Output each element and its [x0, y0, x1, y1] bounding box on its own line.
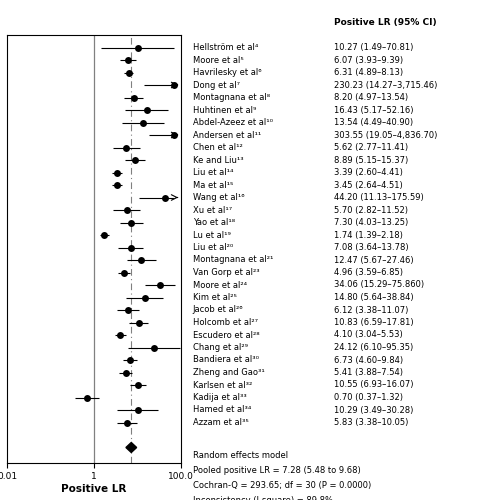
Text: Azzam et al³⁵: Azzam et al³⁵: [193, 418, 248, 427]
Text: Moore et al²⁴: Moore et al²⁴: [193, 280, 247, 289]
Text: Holcomb et al²⁷: Holcomb et al²⁷: [193, 318, 258, 327]
Text: Van Gorp et al²³: Van Gorp et al²³: [193, 268, 260, 277]
Text: 10.83 (6.59–17.81): 10.83 (6.59–17.81): [334, 318, 414, 327]
Text: Bandiera et al³⁰: Bandiera et al³⁰: [193, 356, 259, 364]
Text: 6.12 (3.38–11.07): 6.12 (3.38–11.07): [334, 306, 408, 314]
Text: 7.08 (3.64–13.78): 7.08 (3.64–13.78): [334, 243, 409, 252]
Text: 5.41 (3.88–7.54): 5.41 (3.88–7.54): [334, 368, 403, 377]
Text: Montagnana et al⁸: Montagnana et al⁸: [193, 93, 270, 102]
Text: 44.20 (11.13–175.59): 44.20 (11.13–175.59): [334, 193, 424, 202]
Text: Xu et al¹⁷: Xu et al¹⁷: [193, 206, 232, 214]
Text: Liu et al¹⁴: Liu et al¹⁴: [193, 168, 233, 177]
X-axis label: Positive LR: Positive LR: [61, 484, 126, 494]
Text: 0.70 (0.37–1.32): 0.70 (0.37–1.32): [334, 393, 403, 402]
Polygon shape: [126, 442, 137, 452]
Text: 3.39 (2.60–4.41): 3.39 (2.60–4.41): [334, 168, 403, 177]
Text: Karlsen et al³²: Karlsen et al³²: [193, 380, 252, 390]
Text: 5.62 (2.77–11.41): 5.62 (2.77–11.41): [334, 143, 408, 152]
Text: Havrilesky et al⁶: Havrilesky et al⁶: [193, 68, 262, 77]
Text: 8.20 (4.97–13.54): 8.20 (4.97–13.54): [334, 93, 408, 102]
Text: Abdel-Azeez et al¹⁰: Abdel-Azeez et al¹⁰: [193, 118, 273, 127]
Text: 12.47 (5.67–27.46): 12.47 (5.67–27.46): [334, 256, 414, 264]
Text: 303.55 (19.05–4,836.70): 303.55 (19.05–4,836.70): [334, 130, 438, 140]
Text: Cochran-Q = 293.65; df = 30 (P = 0.0000): Cochran-Q = 293.65; df = 30 (P = 0.0000): [193, 481, 371, 490]
Text: Zheng and Gao³¹: Zheng and Gao³¹: [193, 368, 264, 377]
Text: Jacob et al²⁶: Jacob et al²⁶: [193, 306, 244, 314]
Text: Ke and Liu¹³: Ke and Liu¹³: [193, 156, 244, 164]
Text: 13.54 (4.49–40.90): 13.54 (4.49–40.90): [334, 118, 413, 127]
Text: Dong et al⁷: Dong et al⁷: [193, 80, 240, 90]
Text: Random effects model: Random effects model: [193, 451, 288, 460]
Text: Hamed et al³⁴: Hamed et al³⁴: [193, 406, 251, 414]
Text: Moore et al⁵: Moore et al⁵: [193, 56, 244, 64]
Text: 6.07 (3.93–9.39): 6.07 (3.93–9.39): [334, 56, 404, 64]
Text: 4.10 (3.04–5.53): 4.10 (3.04–5.53): [334, 330, 403, 340]
Text: 34.06 (15.29–75.860): 34.06 (15.29–75.860): [334, 280, 425, 289]
Text: Ma et al¹⁵: Ma et al¹⁵: [193, 180, 233, 190]
Text: 10.29 (3.49–30.28): 10.29 (3.49–30.28): [334, 406, 414, 414]
Text: Huhtinen et al⁹: Huhtinen et al⁹: [193, 106, 256, 114]
Text: Escudero et al²⁸: Escudero et al²⁸: [193, 330, 260, 340]
Text: Pooled positive LR = 7.28 (5.48 to 9.68): Pooled positive LR = 7.28 (5.48 to 9.68): [193, 466, 361, 475]
Text: 8.89 (5.15–15.37): 8.89 (5.15–15.37): [334, 156, 408, 164]
Text: 14.80 (5.64–38.84): 14.80 (5.64–38.84): [334, 293, 414, 302]
Text: 4.96 (3.59–6.85): 4.96 (3.59–6.85): [334, 268, 403, 277]
Text: 5.83 (3.38–10.05): 5.83 (3.38–10.05): [334, 418, 408, 427]
Text: Chang et al²⁹: Chang et al²⁹: [193, 343, 248, 352]
Text: Yao et al¹⁸: Yao et al¹⁸: [193, 218, 235, 227]
Text: Lu et al¹⁹: Lu et al¹⁹: [193, 230, 231, 239]
Text: Positive LR (95% CI): Positive LR (95% CI): [334, 18, 437, 28]
Text: 1.74 (1.39–2.18): 1.74 (1.39–2.18): [334, 230, 403, 239]
Text: 16.43 (5.17–52.16): 16.43 (5.17–52.16): [334, 106, 414, 114]
Text: Liu et al²⁰: Liu et al²⁰: [193, 243, 233, 252]
Text: Inconsistency (I-square) = 89.8%: Inconsistency (I-square) = 89.8%: [193, 496, 333, 500]
Text: Kadija et al³³: Kadija et al³³: [193, 393, 246, 402]
Text: Montagnana et al²¹: Montagnana et al²¹: [193, 256, 273, 264]
Text: 230.23 (14.27–3,715.46): 230.23 (14.27–3,715.46): [334, 80, 438, 90]
Text: Chen et al¹²: Chen et al¹²: [193, 143, 243, 152]
Text: 3.45 (2.64–4.51): 3.45 (2.64–4.51): [334, 180, 403, 190]
Text: 7.30 (4.03–13.25): 7.30 (4.03–13.25): [334, 218, 408, 227]
Text: 10.55 (6.93–16.07): 10.55 (6.93–16.07): [334, 380, 414, 390]
Text: Andersen et al¹¹: Andersen et al¹¹: [193, 130, 261, 140]
Text: 5.70 (2.82–11.52): 5.70 (2.82–11.52): [334, 206, 408, 214]
Text: Kim et al²⁵: Kim et al²⁵: [193, 293, 237, 302]
Text: 10.27 (1.49–70.81): 10.27 (1.49–70.81): [334, 43, 414, 52]
Text: 6.73 (4.60–9.84): 6.73 (4.60–9.84): [334, 356, 404, 364]
Text: 24.12 (6.10–95.35): 24.12 (6.10–95.35): [334, 343, 413, 352]
Text: Wang et al¹⁶: Wang et al¹⁶: [193, 193, 244, 202]
Text: Hellström et al⁴: Hellström et al⁴: [193, 43, 258, 52]
Text: 6.31 (4.89–8.13): 6.31 (4.89–8.13): [334, 68, 404, 77]
